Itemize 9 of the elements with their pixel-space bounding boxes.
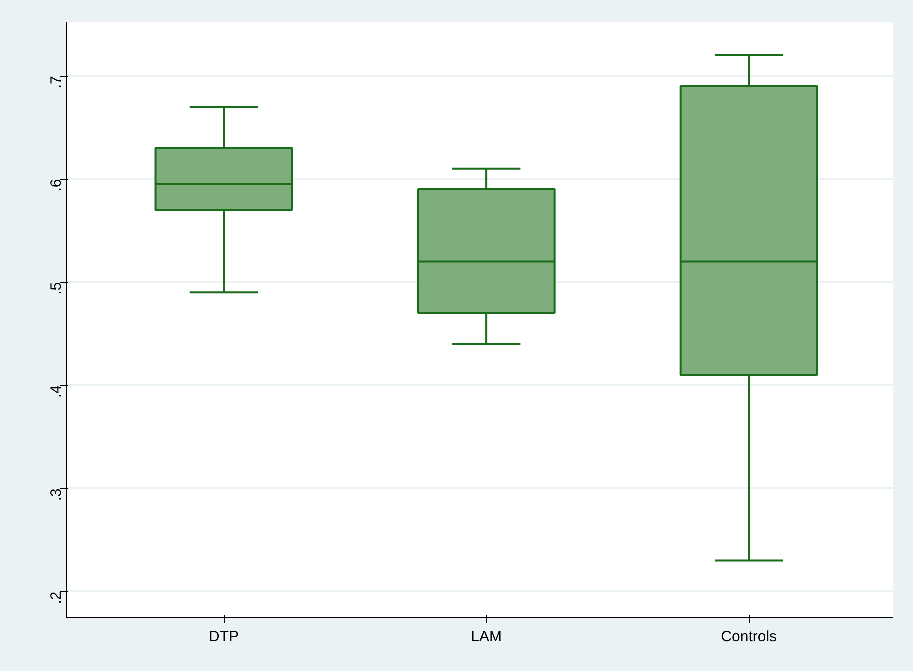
y-tick-label: .3 xyxy=(48,488,65,502)
y-tick-label: .5 xyxy=(48,282,65,295)
y-tick-label: .2 xyxy=(48,592,65,604)
x-tick-label: LAM xyxy=(471,628,502,646)
y-tick-label: .4 xyxy=(48,385,65,398)
y-tick-label: .6 xyxy=(48,179,65,192)
x-tick-label: Controls xyxy=(721,628,778,646)
y-tick-label: .7 xyxy=(48,76,65,89)
x-tick-label: DTP xyxy=(209,628,240,646)
